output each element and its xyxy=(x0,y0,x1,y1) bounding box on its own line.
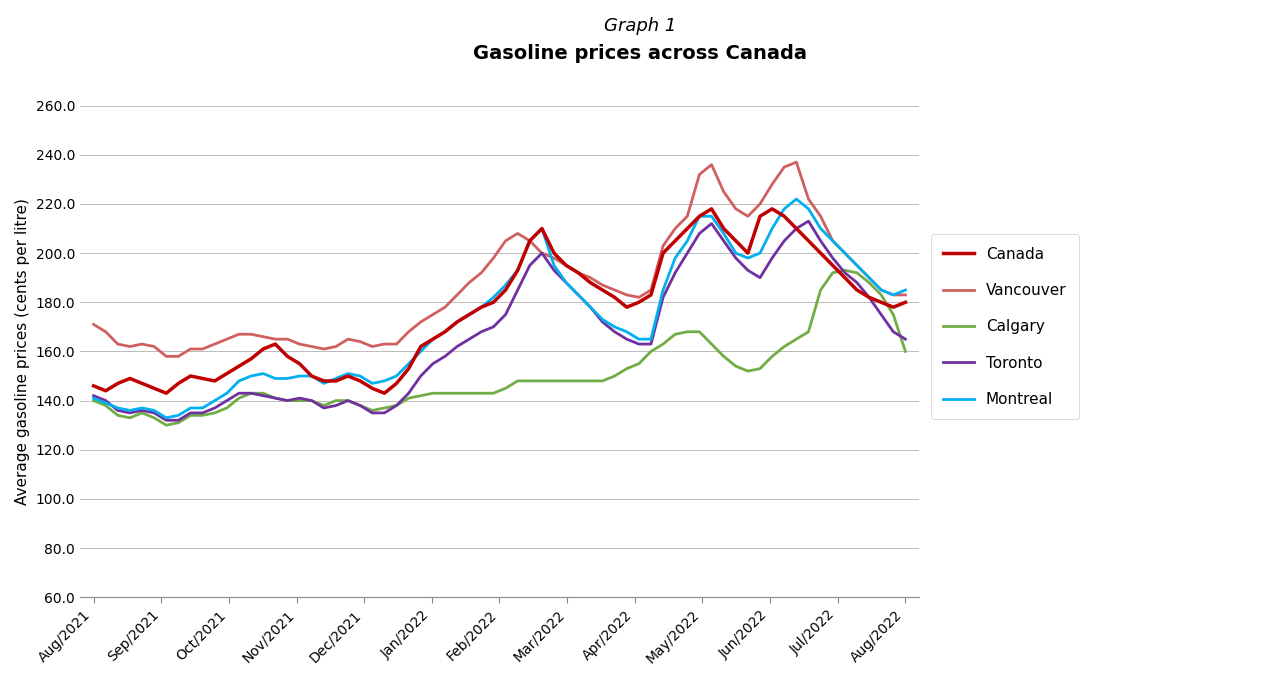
Montreal xyxy=(788,195,804,203)
Montreal xyxy=(740,254,755,262)
Calgary xyxy=(849,269,864,277)
Vancouver xyxy=(644,286,659,294)
Vancouver xyxy=(788,158,804,166)
Vancouver xyxy=(826,237,841,245)
Toronto xyxy=(644,340,659,348)
Calgary xyxy=(837,266,852,274)
Canada xyxy=(680,225,695,233)
Toronto xyxy=(849,279,864,287)
Canada xyxy=(159,389,174,397)
Montreal xyxy=(826,237,841,245)
Calgary xyxy=(159,421,174,429)
Line: Calgary: Calgary xyxy=(93,270,905,425)
Vancouver xyxy=(897,291,913,299)
Canada xyxy=(897,298,913,306)
Calgary xyxy=(680,328,695,336)
Line: Vancouver: Vancouver xyxy=(93,162,905,356)
Montreal xyxy=(680,237,695,245)
Calgary xyxy=(740,367,755,375)
Calgary xyxy=(86,396,101,405)
Canada xyxy=(644,291,659,299)
Toronto xyxy=(86,392,101,400)
Vancouver xyxy=(837,249,852,257)
Calgary xyxy=(826,269,841,277)
Toronto xyxy=(837,269,852,277)
Vancouver xyxy=(86,320,101,328)
Vancouver xyxy=(159,352,174,360)
Canada xyxy=(826,262,841,270)
Montreal xyxy=(837,249,852,257)
Montreal xyxy=(897,286,913,294)
Toronto xyxy=(740,266,755,274)
Montreal xyxy=(849,262,864,270)
Y-axis label: Average gasoline prices (cents per litre): Average gasoline prices (cents per litre… xyxy=(15,198,29,505)
Text: Graph 1: Graph 1 xyxy=(604,17,676,35)
Canada xyxy=(753,212,768,221)
Montreal xyxy=(644,335,659,343)
Line: Canada: Canada xyxy=(93,209,905,393)
Canada xyxy=(837,274,852,282)
Canada xyxy=(704,205,719,213)
Calgary xyxy=(897,347,913,355)
Canada xyxy=(849,286,864,294)
Toronto xyxy=(826,254,841,262)
Toronto xyxy=(680,249,695,257)
Legend: Canada, Vancouver, Calgary, Toronto, Montreal: Canada, Vancouver, Calgary, Toronto, Mon… xyxy=(931,234,1079,419)
Montreal xyxy=(86,394,101,402)
Vancouver xyxy=(680,212,695,221)
Calgary xyxy=(644,347,659,355)
Vancouver xyxy=(740,212,755,221)
Line: Montreal: Montreal xyxy=(93,199,905,418)
Text: Gasoline prices across Canada: Gasoline prices across Canada xyxy=(474,44,806,63)
Line: Toronto: Toronto xyxy=(93,221,905,420)
Calgary xyxy=(813,286,828,294)
Toronto xyxy=(159,416,174,424)
Toronto xyxy=(801,217,817,225)
Vancouver xyxy=(849,262,864,270)
Montreal xyxy=(159,414,174,422)
Toronto xyxy=(897,335,913,343)
Canada xyxy=(86,382,101,390)
